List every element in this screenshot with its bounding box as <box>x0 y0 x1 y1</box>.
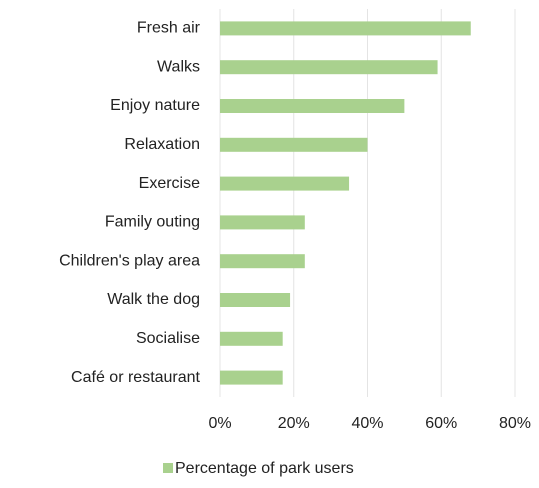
x-tick-label: 80% <box>499 415 531 432</box>
bar <box>220 60 438 75</box>
y-tick-label: Socialise <box>136 330 200 347</box>
y-tick-label: Walk the dog <box>107 291 200 308</box>
x-tick-label: 0% <box>208 415 231 432</box>
x-tick-label: 40% <box>351 415 383 432</box>
bar <box>220 331 283 346</box>
bar <box>220 215 305 230</box>
bar <box>220 293 291 307</box>
bar <box>220 137 368 152</box>
y-tick-label: Relaxation <box>124 136 200 153</box>
x-tick-label: 60% <box>425 415 457 432</box>
bar <box>220 176 350 191</box>
y-tick-label: Enjoy nature <box>110 97 200 114</box>
y-tick-label: Family outing <box>105 214 200 231</box>
y-tick-label: Exercise <box>139 175 200 192</box>
y-tick-label: Children's play area <box>59 252 200 269</box>
legend-swatch <box>163 463 173 473</box>
x-tick-label: 20% <box>278 415 310 432</box>
y-tick-label: Fresh air <box>137 20 201 37</box>
legend-label: Percentage of park users <box>175 460 354 477</box>
bar <box>220 370 283 385</box>
y-tick-label: Café or restaurant <box>71 369 201 386</box>
y-tick-label: Walks <box>157 58 200 75</box>
bar <box>220 21 471 36</box>
bar <box>220 99 405 113</box>
bar <box>220 254 305 269</box>
